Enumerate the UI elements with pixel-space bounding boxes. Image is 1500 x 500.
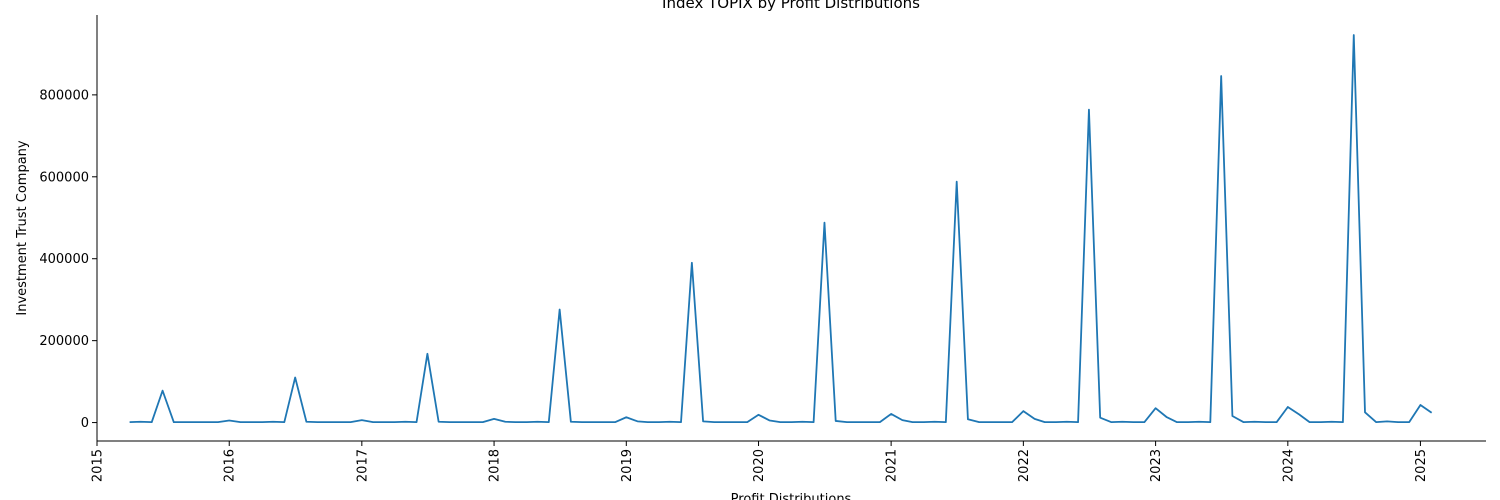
x-tick-label: 2024 <box>1281 449 1296 482</box>
y-tick-label: 400000 <box>39 252 89 267</box>
x-tick-label: 2017 <box>355 449 370 482</box>
x-tick-label: 2016 <box>223 449 238 482</box>
chart-title: Index TOPIX by Profit Distributions <box>662 0 920 12</box>
x-axis-label: Profit Distributions <box>731 492 852 500</box>
x-axis-ticks: 2015 2016 2017 2018 2019 2020 2021 2022 2023 2024… <box>91 441 1429 482</box>
x-tick-label: 2023 <box>1149 449 1164 482</box>
x-tick-label: 2025 <box>1414 449 1429 482</box>
y-tick-label: 600000 <box>39 170 89 185</box>
plot-area <box>129 34 1433 424</box>
y-axis-label: Investment Trust Company <box>15 140 30 316</box>
x-tick-label: 2020 <box>752 449 767 482</box>
x-tick-label: 2019 <box>620 449 635 482</box>
y-tick-label: 200000 <box>39 334 89 349</box>
series-line-0 <box>129 34 1433 424</box>
y-axis-ticks: 0 200000 400000 600000 800000 <box>39 88 97 431</box>
x-tick-label: 2022 <box>1017 449 1032 482</box>
x-tick-label: 2018 <box>488 449 503 482</box>
x-tick-label: 2021 <box>885 449 900 482</box>
x-tick-label: 2015 <box>91 449 106 482</box>
y-tick-label: 800000 <box>39 88 89 103</box>
y-tick-label: 0 <box>81 416 89 431</box>
